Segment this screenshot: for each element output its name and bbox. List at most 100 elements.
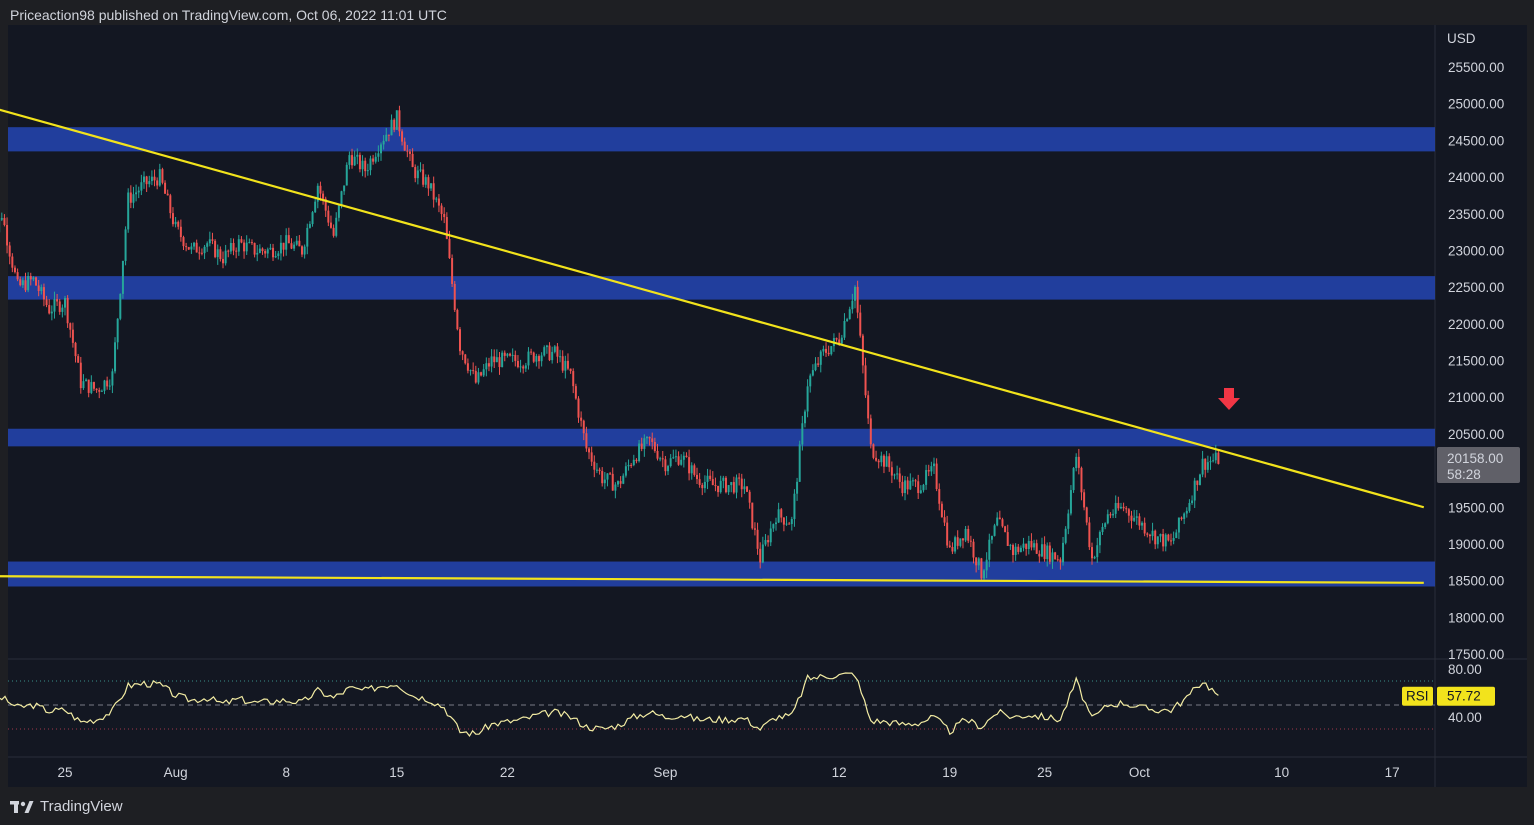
candle-body	[701, 484, 704, 489]
candle-body	[748, 491, 751, 503]
candle-body	[380, 144, 382, 154]
candle-body	[1193, 480, 1196, 501]
candle-body	[140, 182, 143, 191]
candle-body	[1059, 559, 1062, 563]
candle-body	[393, 119, 396, 130]
candle-body	[6, 225, 9, 246]
candle-body	[603, 479, 606, 484]
candle-body	[738, 477, 741, 479]
candle-body	[340, 191, 343, 206]
trendline[interactable]	[0, 575, 1424, 584]
candle-body	[1148, 534, 1151, 537]
candle-body	[522, 366, 525, 369]
current-price-badge	[1437, 446, 1520, 483]
candle-body	[556, 346, 559, 357]
candle-body	[869, 418, 872, 445]
candle-body	[775, 522, 777, 525]
candle-body	[56, 299, 59, 302]
candle-body	[811, 370, 814, 376]
candle-body	[453, 283, 456, 310]
candle-body	[1180, 517, 1183, 519]
time-tick-label: 8	[282, 765, 290, 780]
candle-body	[85, 379, 88, 382]
candle-body	[148, 181, 151, 185]
candle-body	[1112, 513, 1115, 516]
candle-body	[343, 185, 346, 192]
candle-body	[319, 185, 322, 194]
candle-body	[1146, 533, 1149, 535]
candle-body	[785, 523, 788, 525]
candle-body	[114, 342, 117, 372]
candle-body	[677, 456, 680, 465]
candle-body	[885, 456, 888, 467]
candle-body	[896, 473, 899, 475]
candle-body	[21, 280, 24, 286]
candle-body	[232, 242, 235, 251]
candle-body	[127, 192, 130, 230]
price-tick-label: 21000.00	[1448, 390, 1504, 405]
candle-body	[540, 355, 543, 362]
candle-body	[248, 242, 251, 244]
price-tick-label: 17500.00	[1448, 647, 1504, 662]
candle-body	[1088, 522, 1091, 548]
candle-body	[179, 226, 182, 238]
candle-body	[1119, 506, 1122, 509]
candle-body	[329, 222, 332, 228]
candle-body	[37, 285, 40, 291]
candle-body	[801, 423, 804, 445]
rsi-pane[interactable]	[8, 660, 1435, 757]
candle-body	[361, 160, 364, 170]
candle-body	[256, 252, 259, 255]
candle-body	[688, 457, 691, 474]
price-tick-label: 22500.00	[1448, 280, 1504, 295]
time-tick-label: 19	[942, 765, 957, 780]
candle-body	[854, 286, 856, 301]
candle-body	[1101, 526, 1104, 533]
candle-body	[335, 217, 338, 236]
candle-body	[1098, 532, 1101, 546]
candle-body	[538, 356, 540, 362]
candle-body	[498, 357, 501, 368]
tradingview-logo-icon	[10, 801, 34, 813]
candle-body	[580, 417, 583, 421]
candle-body	[1209, 461, 1212, 463]
candle-body	[1056, 559, 1059, 561]
candle-body	[95, 388, 98, 391]
time-tick-label: 12	[832, 765, 847, 780]
candle-body	[419, 169, 422, 171]
candle-body	[401, 131, 404, 142]
price-tick-label: 23000.00	[1448, 243, 1504, 258]
candle-body	[1062, 542, 1065, 563]
candle-body	[1135, 516, 1138, 518]
candle-body	[143, 176, 145, 183]
candle-body	[956, 537, 959, 546]
candle-body	[261, 248, 264, 252]
candle-body	[487, 363, 490, 367]
candle-body	[193, 242, 196, 247]
time-tick-label: 25	[1037, 765, 1052, 780]
candle-body	[222, 258, 224, 264]
candle-body	[898, 473, 901, 482]
candle-body	[1170, 540, 1172, 542]
time-tick-label: Oct	[1129, 765, 1150, 780]
price-chart[interactable]: USD 25500.00 25000.00 24500.00 24000.00 23500…	[0, 0, 1534, 790]
rsi-line	[0, 672, 1219, 737]
time-tick-label: 15	[389, 765, 404, 780]
trendline[interactable]	[0, 79, 1425, 509]
candle-body	[250, 242, 253, 244]
candle-body	[530, 351, 533, 353]
candle-body	[1038, 553, 1041, 557]
candle-body	[214, 240, 217, 258]
candle-body	[719, 480, 722, 493]
candle-body	[645, 436, 648, 439]
candle-body	[1130, 515, 1133, 521]
candle-body	[1019, 547, 1022, 552]
candle-body	[925, 470, 928, 485]
candle-body	[585, 433, 588, 449]
candle-body	[79, 362, 82, 389]
candle-body	[709, 475, 712, 480]
candle-body	[285, 235, 288, 250]
candle-body	[1043, 544, 1046, 560]
candle-body	[1201, 458, 1204, 475]
brand-name[interactable]: TradingView	[40, 798, 123, 815]
